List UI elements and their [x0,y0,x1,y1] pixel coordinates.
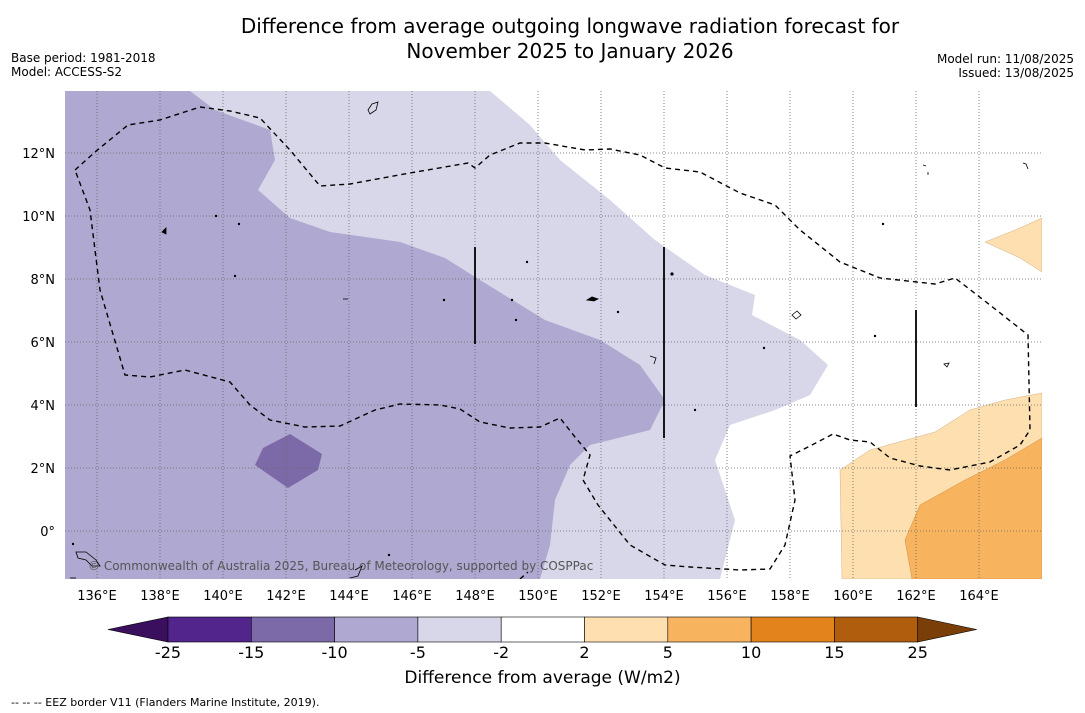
x-tick: 144°E [329,589,369,604]
y-tick: 6°N [31,336,56,351]
anomaly-fields [65,91,1042,579]
x-tick: 158°E [770,589,810,604]
x-tick: 138°E [140,589,180,604]
y-tick: 4°N [31,399,56,414]
colorbar-tick-label: -10 [321,643,348,662]
colorbar-tick-label: 10 [740,643,762,662]
field-2-to-5-north [984,217,1042,273]
title-line-2: November 2025 to January 2026 [406,39,734,63]
colorbar-swatch [417,616,502,643]
colorbar-tick-label: 2 [579,643,590,662]
x-tick: 142°E [266,589,306,604]
model-run: Model run: 11/08/2025 [936,52,1074,66]
copyright-notice: © Commonwealth of Australia 2025, Bureau… [88,559,593,573]
field-minus-5-to-minus-10 [65,91,665,579]
meta-right: Model run: 11/08/2025 Issued: 13/08/2025 [937,52,1074,80]
x-tick: 146°E [392,589,432,604]
issued-date: Issued: 13/08/2025 [958,66,1074,80]
x-tick: 152°E [581,589,621,604]
colorbar-extend-high [917,616,977,643]
title-line-1: Difference from average outgoing longwav… [240,14,900,38]
x-tick: 140°E [203,589,243,604]
colorbar-tick-label: 5 [662,643,673,662]
colorbar-tick-label: -25 [154,643,182,662]
x-tick: 162°E [896,589,936,604]
colorbar-swatch [750,616,835,643]
map-title: Difference from average outgoing longwav… [0,14,1085,64]
boundary-lines [474,247,917,438]
meta-left: Base period: 1981-2018 Model: ACCESS-S2 [11,51,156,79]
x-tick: 136°E [77,589,117,604]
x-tick: 160°E [833,589,873,604]
y-tick: 0° [40,525,55,540]
x-tick: 156°E [707,589,747,604]
colorbar-tick-label: -15 [238,643,265,662]
colorbar-tick-label: 25 [907,643,928,662]
y-tick: 10°N [22,210,55,225]
colorbar-swatch [167,616,252,643]
x-axis-ticks: 136°E 138°E 140°E 142°E 144°E 146°E 148°… [77,589,999,604]
y-tick: 12°N [22,147,55,162]
field-minus-10-to-minus-15 [255,434,322,488]
footnote: -- -- -- EEZ border V11 (Flanders Marine… [11,696,320,709]
colorbar-swatch [834,616,919,643]
x-tick: 154°E [644,589,684,604]
colorbar-swatch [500,616,585,643]
colorbar-tick-label: -5 [409,643,426,662]
colorbar-tick-label: -2 [493,643,510,662]
y-tick: 8°N [31,273,56,288]
colorbar-tick-label: 15 [824,643,845,662]
islands [70,101,1029,579]
model-name: Model: ACCESS-S2 [11,65,123,79]
y-axis-ticks: 12°N 10°N 8°N 6°N 4°N 2°N 0° [22,147,55,540]
x-tick: 148°E [455,589,495,604]
eez-borders [74,106,1031,579]
colorbar-extend-low [107,616,169,643]
base-period: Base period: 1981-2018 [11,51,156,65]
x-tick: 150°E [518,589,558,604]
colorbar-title: Difference from average (W/m2) [404,668,681,688]
colorbar-swatch [584,616,669,643]
y-tick: 2°N [31,462,56,477]
colorbar-swatch [334,616,419,643]
colorbar [107,616,977,643]
colorbar-swatch [251,616,335,643]
colorbar-swatch [667,616,752,643]
field-5-to-10 [904,437,1042,579]
x-tick: 164°E [959,589,999,604]
